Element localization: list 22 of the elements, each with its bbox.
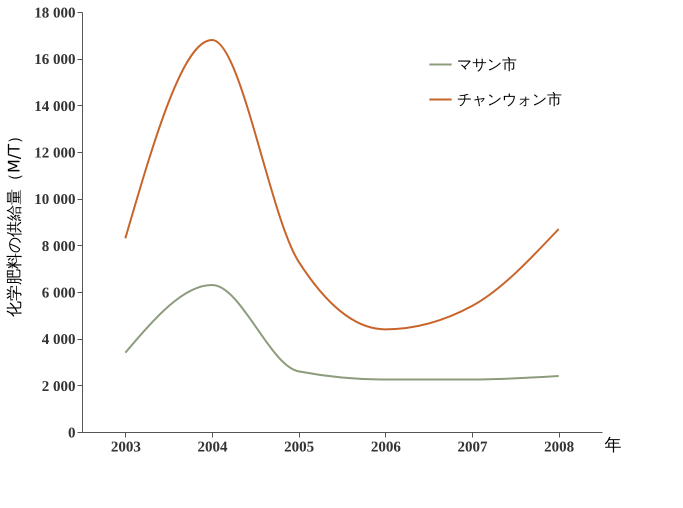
x-tick-label: 2006 — [370, 440, 402, 456]
y-tick-label: 2 000 — [42, 378, 76, 395]
x-tick-label: 2004 — [198, 440, 228, 456]
y-tick-label: 10 000 — [34, 192, 76, 208]
line-series — [124, 284, 560, 380]
y-tick-label: 4 000 — [42, 332, 76, 348]
y-tick-label: 8 000 — [42, 238, 76, 255]
y-tick-label: 18 000 — [34, 6, 76, 22]
legend-label: マサン市 — [457, 56, 517, 74]
y-tick-label: 6 000 — [42, 286, 76, 302]
x-tick-label: 2005 — [284, 440, 314, 456]
y-tick-label: 14 000 — [34, 98, 76, 115]
y-tick-label: 16 000 — [34, 52, 76, 68]
x-tick-label: 2008 — [544, 440, 574, 456]
y-tick-label: 0 — [68, 426, 76, 442]
line-series — [124, 39, 560, 330]
y-axis-title: 化学肥料の供給量（M/T） — [4, 128, 24, 317]
x-tick-label: 2007 — [458, 440, 488, 456]
x-axis-title: 年 — [604, 436, 622, 456]
legend-label: チャンウォン市 — [457, 90, 562, 108]
x-tick-label: 2003 — [110, 440, 141, 456]
y-tick-label: 12 000 — [34, 146, 76, 162]
